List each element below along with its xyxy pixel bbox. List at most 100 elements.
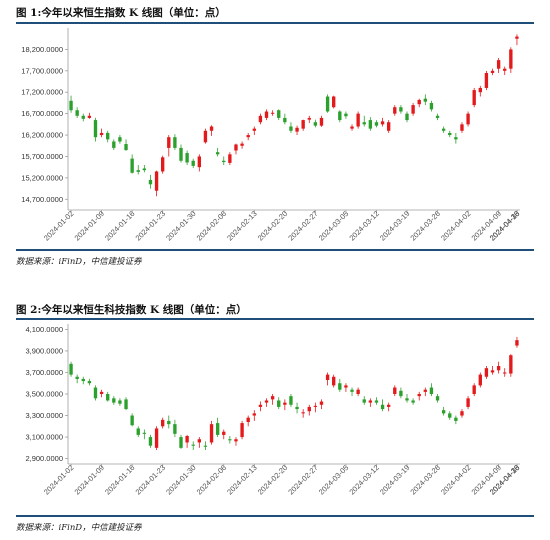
candle [179,434,183,449]
candle [197,437,202,448]
candle [478,85,482,97]
candle-body [472,90,476,106]
chart-title: 图 1:今年以来恒生指数 K 线图（单位：点） [16,7,226,19]
candle [295,402,299,414]
candle [325,94,330,113]
candle [173,134,177,151]
candle [362,115,366,127]
candle [69,361,73,377]
candle-body [411,105,415,114]
candle-body [319,401,324,405]
candle [112,139,116,151]
candle [429,100,434,112]
candle-body [356,113,360,127]
candle-body [295,127,299,132]
candle [301,119,305,131]
x-tick-label: 2024-04-02 [439,463,472,496]
candle-body [136,170,140,172]
candle-body [301,412,305,414]
chart-panel-1: 图 1:今年以来恒生指数 K 线图（单位：点） 14,700.0000 15,20… [16,7,534,267]
candle [148,434,153,448]
y-tick-label: 17,200.0000 [21,88,63,97]
candle [136,426,140,438]
candle-body [252,128,256,131]
candle [301,409,305,418]
candle-body [484,368,489,377]
candle [252,410,256,421]
candle [509,47,513,73]
candle-body [454,137,458,140]
candle [405,394,409,403]
candle-body [81,115,85,119]
x-tick-label: 2024-03-19 [378,463,411,496]
candle-body [148,437,153,446]
candle [344,111,348,119]
candle [283,113,287,125]
candle-body [81,378,85,382]
x-tick-label: 2024-01-02 [42,463,75,496]
candle-body [338,383,342,390]
candle [374,397,379,405]
y-tick-label: 17,700.0000 [21,66,63,75]
y-tick-label: 2,900.0000 [25,454,63,463]
candle [503,66,507,76]
candle [472,383,476,397]
candle [270,110,275,116]
candle-body [393,387,397,394]
candle-body [283,402,287,405]
candle-body [252,413,256,416]
candle [246,132,250,141]
candle [234,437,238,446]
candle-body [399,390,403,397]
candle-body [270,112,275,114]
candle [417,98,421,108]
candle [185,150,189,166]
candle [222,429,226,440]
candle-body [496,60,501,69]
y-tick-label: 3,900.0000 [25,346,63,355]
candle [472,87,476,108]
candle-body [154,171,159,191]
candle-body [118,137,122,142]
candle-body [417,394,421,397]
candle-body [466,398,470,407]
candle-body [99,391,104,394]
candle [283,399,287,411]
candlestick-chart-hstech: 2,900.0000 3,100.0000 3,300.0000 3,500.0000… [25,324,521,497]
candle-body [441,410,446,414]
candle-body [411,400,415,403]
candle [490,68,495,76]
candle [209,420,214,445]
candle-body [441,128,446,131]
candle [148,174,153,189]
candle [264,109,269,121]
candle-body [191,160,195,166]
candle-body [417,99,421,105]
candle-body [264,400,269,403]
candle-body [99,132,104,136]
candle-body [295,406,299,410]
candle [185,434,189,448]
candle [344,383,348,392]
candle [197,154,202,172]
candle [393,105,397,116]
candle-body [503,68,507,71]
candle-body [515,340,519,346]
candle [240,420,244,440]
candle-body [362,399,366,403]
candle-body [319,117,324,126]
candle-body [350,126,354,129]
candle [167,415,171,429]
candlestick-chart-hsi: 14,700.0000 15,200.0000 15,700.0000 16,200.… [21,28,521,243]
candle [454,415,458,425]
candle-body [307,117,311,120]
candle [399,387,403,399]
candle [496,361,501,374]
candle-body [393,107,397,114]
candle [435,113,440,121]
x-tick-label: 2024-01-16 [103,463,136,496]
candle-body [106,132,110,140]
bottom-rule [16,249,534,251]
candle [270,394,275,405]
candle [325,372,330,386]
